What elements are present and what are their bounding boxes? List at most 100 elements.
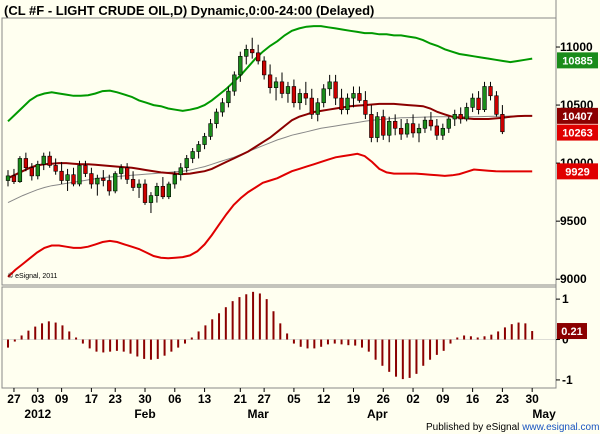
candle-body bbox=[488, 86, 493, 97]
indicator-bar bbox=[279, 323, 282, 340]
indicator-bar bbox=[7, 339, 9, 348]
indicator-bar bbox=[265, 299, 268, 340]
candle-body bbox=[113, 173, 118, 192]
candle-body bbox=[154, 186, 160, 196]
indicator-tick-label: -1 bbox=[562, 373, 573, 387]
indicator-bar bbox=[252, 291, 255, 340]
indicator-bar bbox=[177, 339, 180, 348]
footer-site-link[interactable]: www.esignal.com bbox=[521, 422, 599, 433]
indicator-bar bbox=[102, 339, 105, 353]
candle-body bbox=[321, 88, 326, 104]
candle-body bbox=[297, 93, 303, 104]
indicator-bar bbox=[333, 339, 336, 344]
indicator-bar bbox=[20, 335, 23, 340]
date-tick-label: 30 bbox=[525, 392, 539, 406]
indicator-bar bbox=[449, 339, 452, 344]
indicator-bar bbox=[245, 294, 248, 340]
indicator-bar bbox=[143, 339, 146, 359]
candle-body bbox=[119, 167, 124, 174]
candle-body bbox=[327, 81, 332, 90]
indicator-tick-label: 1 bbox=[562, 292, 569, 306]
indicator-bar bbox=[408, 339, 411, 378]
candle-body bbox=[142, 183, 148, 203]
candle-body bbox=[345, 97, 350, 111]
copyright-label: © eSignal, 2011 bbox=[8, 272, 58, 280]
upper-band-line bbox=[7, 25, 533, 123]
candle-body bbox=[291, 86, 297, 104]
date-tick-label: 30 bbox=[138, 392, 152, 406]
indicator-bar bbox=[395, 339, 398, 377]
candle-body bbox=[29, 167, 34, 177]
candle-body bbox=[124, 167, 130, 180]
indicator-bar bbox=[68, 331, 71, 340]
candle-body bbox=[339, 97, 344, 111]
indicator-bar bbox=[476, 337, 479, 340]
candle-body bbox=[47, 155, 52, 166]
candle-body bbox=[273, 81, 279, 88]
candle-body bbox=[226, 90, 231, 104]
indicator-bar bbox=[306, 339, 309, 349]
candle-body bbox=[470, 97, 475, 108]
indicator-bar bbox=[299, 339, 302, 347]
candle-body bbox=[434, 125, 440, 136]
candle-body bbox=[333, 81, 338, 99]
indicator-bar bbox=[258, 293, 261, 340]
indicator-bar bbox=[442, 339, 445, 351]
month-label: May bbox=[532, 407, 556, 421]
indicator-bar bbox=[190, 337, 193, 340]
candle-body bbox=[446, 118, 451, 129]
slow-moving-average-line bbox=[7, 115, 533, 204]
candle-body bbox=[494, 95, 499, 115]
candle-body bbox=[416, 127, 422, 134]
date-tick-label: 13 bbox=[198, 392, 212, 406]
indicator-bar bbox=[197, 331, 200, 340]
candle-body bbox=[285, 86, 291, 94]
candle-body bbox=[11, 175, 17, 182]
candle-body bbox=[220, 102, 225, 113]
candle-body bbox=[214, 111, 219, 124]
indicator-bar bbox=[320, 339, 323, 347]
indicator-bar bbox=[367, 339, 370, 352]
candle-body bbox=[393, 121, 398, 129]
candle-body bbox=[464, 107, 469, 120]
candle-body bbox=[357, 93, 362, 101]
indicator-bar bbox=[204, 325, 207, 340]
indicator-bar bbox=[75, 337, 78, 340]
candle-body bbox=[208, 123, 213, 137]
indicator-bar bbox=[163, 339, 166, 356]
candle-body bbox=[303, 93, 308, 99]
indicator-bar bbox=[483, 336, 486, 340]
candle-body bbox=[232, 74, 237, 92]
indicator-bar bbox=[115, 339, 118, 351]
date-tick-label: 27 bbox=[257, 392, 271, 406]
month-label: Feb bbox=[134, 407, 155, 421]
month-label: Mar bbox=[248, 407, 270, 421]
indicator-bar bbox=[313, 339, 316, 349]
candle-body bbox=[309, 97, 314, 115]
candle-body bbox=[398, 127, 404, 135]
price-panel-frame bbox=[1, 17, 557, 286]
candle-body bbox=[184, 158, 189, 169]
indicator-bar bbox=[360, 339, 363, 348]
date-tick-label: 27 bbox=[7, 392, 21, 406]
indicator-bar bbox=[218, 313, 221, 340]
candle-body bbox=[136, 183, 142, 188]
candle-body bbox=[160, 186, 166, 198]
indicator-bar bbox=[354, 339, 357, 346]
price-tick-label: 9500 bbox=[560, 214, 587, 228]
date-tick-label: 19 bbox=[347, 392, 361, 406]
indicator-bar bbox=[170, 339, 173, 352]
indicator-bar bbox=[183, 339, 186, 344]
indicator-bar bbox=[88, 339, 91, 349]
candle-body bbox=[202, 136, 207, 145]
month-label: Apr bbox=[367, 407, 388, 421]
candle-body bbox=[428, 119, 434, 127]
lower-band-line bbox=[7, 152, 533, 278]
indicator-bar bbox=[531, 331, 534, 340]
price-value-badge-label: 10263 bbox=[562, 128, 593, 140]
indicator-bar bbox=[81, 339, 84, 344]
indicator-bar bbox=[61, 325, 64, 340]
date-tick-label: 21 bbox=[234, 392, 248, 406]
